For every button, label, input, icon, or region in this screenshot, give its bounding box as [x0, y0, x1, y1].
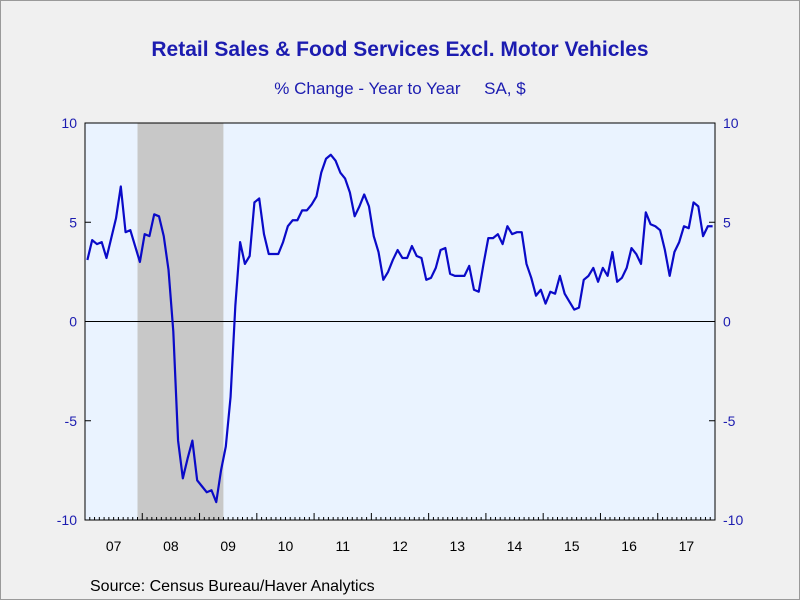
x-tick-label: 07 [106, 538, 122, 554]
y-tick-label-right: -5 [723, 413, 736, 429]
x-tick-label: 16 [621, 538, 637, 554]
x-tick-label: 11 [335, 538, 350, 554]
y-tick-label-left: -5 [65, 413, 78, 429]
x-tick-label: 10 [278, 538, 294, 554]
x-tick-label: 08 [163, 538, 179, 554]
y-tick-label-right: -10 [723, 512, 743, 528]
x-tick-label: 17 [679, 538, 695, 554]
x-tick-label: 14 [507, 538, 523, 554]
x-tick-label: 13 [449, 538, 465, 554]
chart-source: Source: Census Bureau/Haver Analytics [90, 578, 375, 595]
chart-title: Retail Sales & Food Services Excl. Motor… [151, 38, 649, 61]
x-tick-label: 09 [220, 538, 236, 554]
y-tick-label-left: 10 [61, 115, 77, 131]
y-tick-label-left: 0 [69, 314, 77, 330]
y-tick-label-right: 10 [723, 115, 739, 131]
x-tick-label: 12 [392, 538, 408, 554]
series-line [86, 153, 713, 504]
y-tick-label-left: 5 [69, 214, 77, 230]
x-tick-label: 15 [564, 538, 580, 554]
chart-subtitle: % Change - Year to Year SA, $ [274, 79, 526, 98]
y-tick-label-left: -10 [57, 512, 77, 528]
y-tick-label-right: 5 [723, 214, 731, 230]
y-tick-label-right: 0 [723, 314, 731, 330]
